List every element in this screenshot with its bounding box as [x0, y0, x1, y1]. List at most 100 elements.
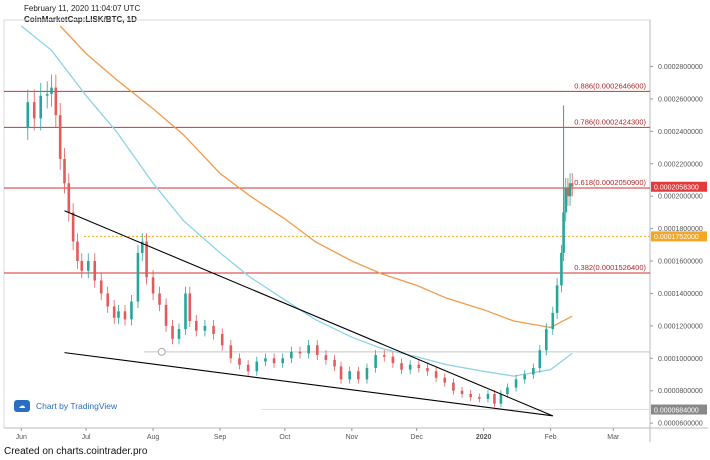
y-tick-label: 0.0002800000	[658, 64, 703, 71]
price-candle	[570, 183, 574, 187]
price-candle	[136, 252, 140, 302]
fib-level-label: 0.382(0.0001526400)	[574, 263, 646, 272]
price-candle	[568, 183, 572, 197]
x-tick-label: Mar	[607, 434, 620, 441]
price-tag	[651, 181, 707, 192]
price-candle	[493, 393, 496, 404]
price-tag	[651, 231, 707, 242]
tradingview-logo-icon: ☁	[14, 400, 30, 412]
price-candle	[452, 382, 455, 391]
price-candle	[532, 368, 535, 375]
price-candle	[93, 261, 97, 281]
y-tick-label: 0.0002000000	[658, 194, 703, 201]
y-tick-label: 0.0001800000	[658, 226, 703, 233]
price-candle	[348, 371, 351, 380]
x-tick-label: Sep	[214, 434, 227, 441]
price-tag-label: 0.0002058300	[654, 185, 699, 192]
price-candle	[514, 379, 518, 388]
price-candle	[566, 188, 570, 197]
price-candle	[171, 325, 174, 339]
price-candle	[315, 345, 319, 356]
price-candle	[188, 293, 192, 322]
price-candle	[339, 366, 343, 380]
price-candle	[246, 364, 250, 372]
x-tick-label: 2020	[476, 434, 492, 441]
price-candle	[203, 325, 207, 331]
price-candle	[307, 345, 310, 354]
price-candle	[460, 390, 464, 394]
x-tick-label: Nov	[346, 434, 359, 441]
y-tick-label: 0.0002400000	[658, 129, 703, 136]
price-candle	[499, 393, 503, 404]
price-candle	[229, 345, 233, 359]
price-candle	[32, 102, 36, 119]
price-candle	[71, 212, 75, 242]
price-candle	[538, 350, 542, 369]
price-tag-label: 0.0001752000	[654, 234, 699, 241]
x-tick-label: Dec	[410, 434, 423, 441]
fib-level-label: 0.886(0.0002646600)	[574, 81, 646, 90]
price-candle	[106, 293, 110, 307]
price-candle	[184, 293, 187, 330]
x-tick-label: Aug	[147, 434, 160, 441]
price-candle	[564, 188, 568, 213]
x-tick-label: Feb	[545, 434, 557, 441]
price-tag	[651, 404, 707, 415]
price-candle	[238, 358, 241, 365]
price-candle	[86, 261, 90, 271]
price-candle	[426, 368, 429, 372]
y-tick-label: 0.0001600000	[658, 259, 703, 266]
price-candle	[562, 212, 565, 253]
price-candle	[220, 333, 224, 346]
x-tick-label: Jul	[82, 434, 91, 441]
price-candle	[39, 95, 43, 119]
fib-level-label: 0.786(0.0002424300)	[574, 117, 646, 126]
price-candle	[365, 368, 369, 380]
price-candle	[76, 241, 79, 262]
price-candle	[434, 371, 438, 378]
price-tag-label: 0.0000684000	[654, 407, 699, 414]
price-candle	[506, 387, 509, 394]
y-tick-label: 0.0000800000	[658, 388, 703, 395]
tradingview-watermark: ☁ Chart by TradingView	[14, 400, 117, 412]
price-candle	[63, 158, 66, 184]
price-candle	[80, 261, 84, 271]
price-candle	[555, 285, 559, 313]
price-candle	[408, 364, 412, 370]
price-candle	[443, 377, 447, 383]
y-tick-label: 0.0002200000	[658, 161, 703, 168]
price-candle	[67, 183, 71, 213]
price-candle	[50, 87, 53, 95]
price-candle	[298, 351, 302, 354]
fib-level-label: 0.618(0.0002050900)	[574, 178, 646, 187]
y-tick-label: 0.0002600000	[658, 96, 703, 103]
price-candle	[140, 241, 144, 253]
price-candle	[290, 351, 293, 359]
price-candle	[469, 393, 472, 398]
price-candle	[523, 374, 526, 380]
price-candle	[194, 321, 198, 331]
lower-trendline	[64, 352, 553, 417]
price-candle	[544, 329, 548, 351]
watermark-text: Chart by TradingView	[36, 401, 118, 411]
price-candle	[281, 358, 285, 364]
price-candle	[255, 361, 259, 372]
price-candle	[112, 306, 116, 318]
price-candle	[560, 252, 563, 286]
price-candle	[333, 359, 336, 367]
y-tick-label: 0.0001200000	[658, 323, 703, 330]
price-candle	[151, 277, 155, 294]
price-candle	[45, 94, 49, 96]
price-candle	[158, 293, 161, 305]
chart-datetime: February 11, 2020 11:04:07 UTC	[24, 4, 141, 13]
price-candle	[117, 311, 120, 318]
price-candle	[391, 356, 395, 364]
price-candle	[357, 371, 360, 380]
y-tick-label: 0.0001000000	[658, 356, 703, 363]
price-candle	[145, 241, 148, 278]
price-candle	[417, 364, 421, 369]
long-moving-average-line	[59, 25, 573, 329]
price-candle	[324, 355, 328, 360]
